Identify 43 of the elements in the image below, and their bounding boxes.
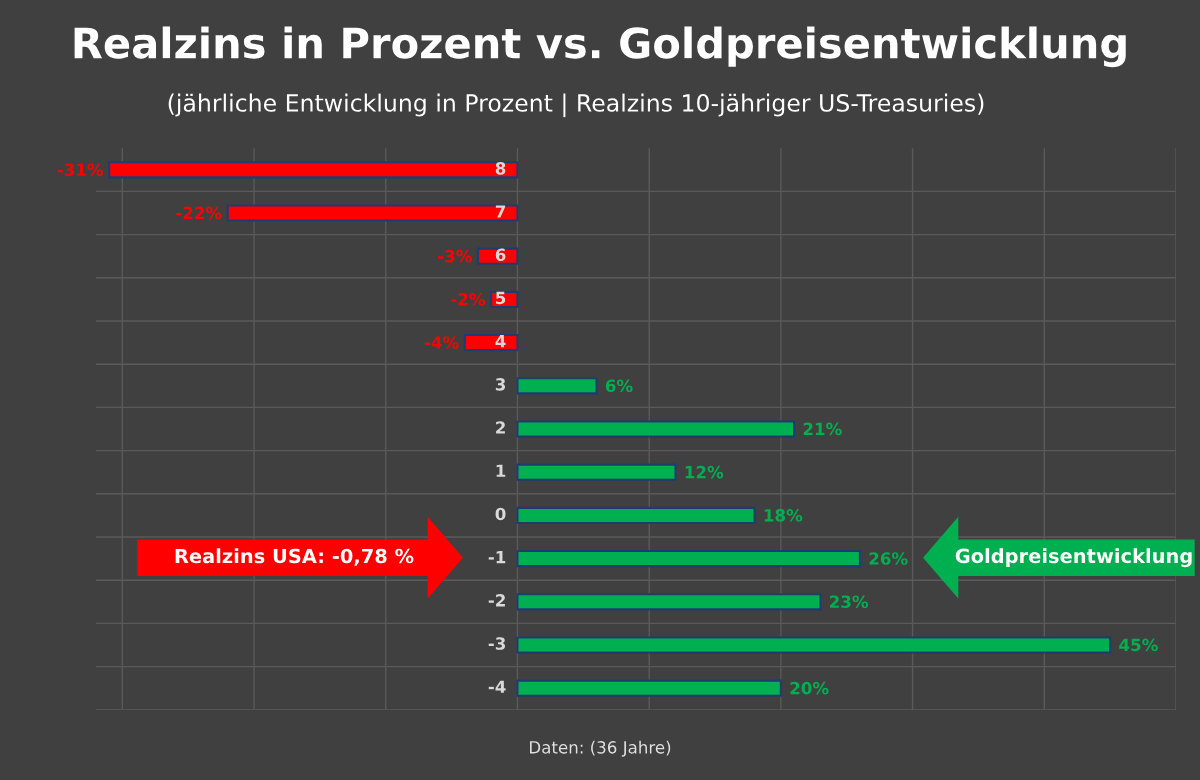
- bar: [516, 377, 598, 395]
- data-label: 23%: [830, 595, 869, 609]
- y-tick-label: 3: [495, 378, 506, 391]
- data-label: -22%: [176, 206, 222, 220]
- bar: [226, 204, 519, 222]
- bar: [516, 550, 861, 568]
- data-label: -3%: [438, 249, 472, 263]
- y-tick-label: -4: [488, 680, 506, 693]
- y-tick-label: -2: [488, 594, 505, 607]
- chart-subtitle: (jährliche Entwicklung in Prozent | Realzins 10-jähriger US-Treasuries): [168, 93, 984, 118]
- y-tick-label: 7: [495, 205, 506, 218]
- bar: [516, 636, 1112, 654]
- bar: [516, 506, 756, 524]
- bar: [463, 334, 519, 352]
- annotation: Goldpreisentwicklung: [955, 548, 1192, 568]
- data-label: -4%: [424, 336, 459, 349]
- text: Daten: (36 Jahre): [530, 740, 671, 757]
- y-tick-label: 4: [495, 335, 506, 348]
- bar: [108, 161, 519, 179]
- data-label: 18%: [764, 509, 803, 522]
- data-label: 21%: [803, 422, 842, 436]
- y-tick-label: 6: [495, 248, 506, 262]
- data-label: 6%: [605, 379, 633, 393]
- bar: [516, 593, 822, 611]
- data-label: -31%: [57, 163, 104, 177]
- y-tick-label: 5: [496, 291, 506, 305]
- data-label: -2%: [451, 293, 486, 306]
- data-label: 12%: [685, 465, 724, 479]
- data-label: 45%: [1119, 638, 1158, 652]
- y-tick-label: 0: [495, 507, 506, 521]
- chart-title: Realzins in Prozent vs. Goldpreisentwicklung: [74, 26, 1126, 68]
- y-tick-label: 2: [496, 421, 505, 434]
- y-tick-label: -1: [488, 551, 506, 564]
- bar: [516, 463, 677, 481]
- y-tick-label: 8: [495, 162, 506, 175]
- annotation: Realzins USA: -0,78 %: [175, 548, 414, 566]
- bar: [516, 420, 796, 438]
- y-tick-label: -3: [488, 637, 506, 650]
- bar: [476, 247, 519, 265]
- bar: [516, 679, 782, 697]
- y-tick-label: 1: [496, 464, 506, 477]
- data-label: 20%: [790, 681, 829, 695]
- data-label: 26%: [869, 552, 908, 565]
